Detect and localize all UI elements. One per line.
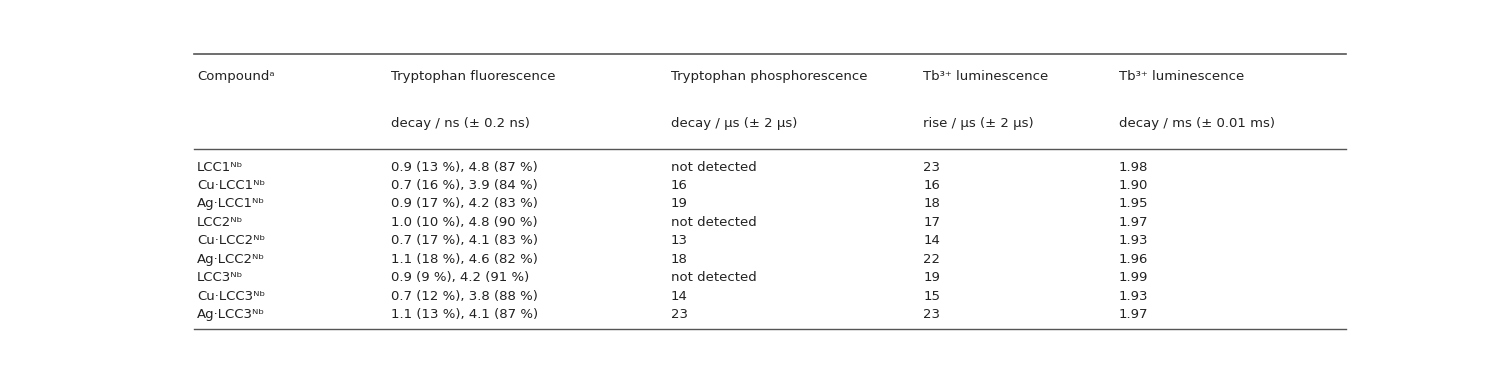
Text: 1.98: 1.98: [1119, 160, 1149, 174]
Text: 1.93: 1.93: [1119, 290, 1149, 302]
Text: Tb³⁺ luminescence: Tb³⁺ luminescence: [924, 70, 1048, 83]
Text: 19: 19: [924, 271, 940, 284]
Text: LCC1ᴺᵇ: LCC1ᴺᵇ: [197, 160, 243, 174]
Text: 23: 23: [924, 160, 940, 174]
Text: Tryptophan phosphorescence: Tryptophan phosphorescence: [671, 70, 867, 83]
Text: 0.7 (12 %), 3.8 (88 %): 0.7 (12 %), 3.8 (88 %): [392, 290, 538, 302]
Text: decay / μs (± 2 μs): decay / μs (± 2 μs): [671, 117, 798, 130]
Text: 17: 17: [924, 216, 940, 229]
Text: Tb³⁺ luminescence: Tb³⁺ luminescence: [1119, 70, 1244, 83]
Text: 18: 18: [924, 197, 940, 211]
Text: 13: 13: [671, 234, 688, 247]
Text: 1.95: 1.95: [1119, 197, 1149, 211]
Text: 16: 16: [671, 179, 688, 192]
Text: 1.90: 1.90: [1119, 179, 1149, 192]
Text: 18: 18: [671, 253, 688, 266]
Text: 23: 23: [924, 308, 940, 321]
Text: Compoundᵃ: Compoundᵃ: [197, 70, 275, 83]
Text: 15: 15: [924, 290, 940, 302]
Text: not detected: not detected: [671, 216, 757, 229]
Text: not detected: not detected: [671, 271, 757, 284]
Text: 16: 16: [924, 179, 940, 192]
Text: 0.9 (9 %), 4.2 (91 %): 0.9 (9 %), 4.2 (91 %): [392, 271, 530, 284]
Text: 19: 19: [671, 197, 688, 211]
Text: 1.97: 1.97: [1119, 308, 1149, 321]
Text: 23: 23: [671, 308, 688, 321]
Text: LCC3ᴺᵇ: LCC3ᴺᵇ: [197, 271, 243, 284]
Text: 0.7 (16 %), 3.9 (84 %): 0.7 (16 %), 3.9 (84 %): [392, 179, 538, 192]
Text: 1.1 (13 %), 4.1 (87 %): 1.1 (13 %), 4.1 (87 %): [392, 308, 539, 321]
Text: Cu·LCC1ᴺᵇ: Cu·LCC1ᴺᵇ: [197, 179, 266, 192]
Text: not detected: not detected: [671, 160, 757, 174]
Text: 0.9 (13 %), 4.8 (87 %): 0.9 (13 %), 4.8 (87 %): [392, 160, 538, 174]
Text: 1.0 (10 %), 4.8 (90 %): 1.0 (10 %), 4.8 (90 %): [392, 216, 538, 229]
Text: LCC2ᴺᵇ: LCC2ᴺᵇ: [197, 216, 243, 229]
Text: Cu·LCC2ᴺᵇ: Cu·LCC2ᴺᵇ: [197, 234, 266, 247]
Text: 14: 14: [671, 290, 688, 302]
Text: rise / μs (± 2 μs): rise / μs (± 2 μs): [924, 117, 1033, 130]
Text: 0.7 (17 %), 4.1 (83 %): 0.7 (17 %), 4.1 (83 %): [392, 234, 538, 247]
Text: Ag·LCC3ᴺᵇ: Ag·LCC3ᴺᵇ: [197, 308, 266, 321]
Text: Cu·LCC3ᴺᵇ: Cu·LCC3ᴺᵇ: [197, 290, 266, 302]
Text: decay / ns (± 0.2 ns): decay / ns (± 0.2 ns): [392, 117, 530, 130]
Text: Ag·LCC1ᴺᵇ: Ag·LCC1ᴺᵇ: [197, 197, 266, 211]
Text: 14: 14: [924, 234, 940, 247]
Text: Tryptophan fluorescence: Tryptophan fluorescence: [392, 70, 556, 83]
Text: 0.9 (17 %), 4.2 (83 %): 0.9 (17 %), 4.2 (83 %): [392, 197, 538, 211]
Text: 1.1 (18 %), 4.6 (82 %): 1.1 (18 %), 4.6 (82 %): [392, 253, 538, 266]
Text: 1.99: 1.99: [1119, 271, 1149, 284]
Text: Ag·LCC2ᴺᵇ: Ag·LCC2ᴺᵇ: [197, 253, 266, 266]
Text: 1.97: 1.97: [1119, 216, 1149, 229]
Text: decay / ms (± 0.01 ms): decay / ms (± 0.01 ms): [1119, 117, 1275, 130]
Text: 1.93: 1.93: [1119, 234, 1149, 247]
Text: 22: 22: [924, 253, 940, 266]
Text: 1.96: 1.96: [1119, 253, 1149, 266]
